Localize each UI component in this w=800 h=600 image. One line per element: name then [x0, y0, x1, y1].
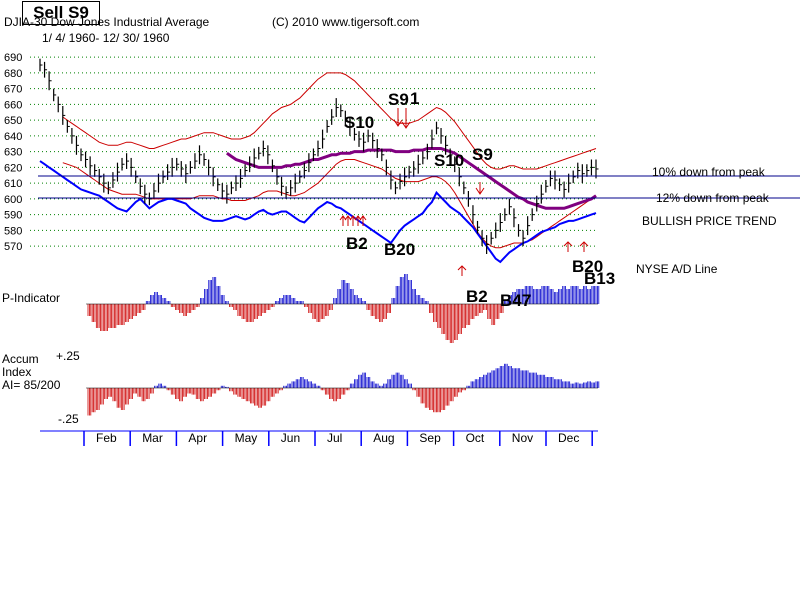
y-tick-label: 650	[4, 115, 22, 127]
y-tick-label: 580	[4, 225, 22, 237]
nyse-a-d-line-line	[39, 160, 597, 264]
y-tick-label: 600	[4, 194, 22, 206]
accum-title-line2: Index	[2, 365, 31, 379]
buy-arrow-sep	[457, 265, 467, 276]
buy-arrows-jul	[339, 215, 367, 226]
month-label: May	[235, 431, 258, 445]
month-label: Apr	[188, 431, 207, 445]
y-tick-label: 670	[4, 84, 22, 96]
signal-s10-sep: S10	[434, 151, 464, 170]
signal-s9-aug: S9	[388, 90, 409, 109]
upper-band-line	[62, 72, 597, 170]
signal-s9-sep: S9	[472, 145, 493, 164]
y-tick-label: 610	[4, 178, 22, 190]
copyright: (C) 2010 www.tigersoft.com	[272, 15, 420, 29]
signal-s1-aug: 1	[410, 89, 419, 108]
y-tick-label: 620	[4, 162, 22, 174]
accum-ai-value: AI= 85/200	[2, 378, 61, 392]
moving-average-line	[226, 147, 597, 210]
twelve-pct-label: 12% down from peak	[656, 191, 770, 205]
sell-arrow-aug-2	[401, 108, 411, 129]
buy-arrows-dec	[563, 241, 589, 252]
signal-arrows	[339, 108, 589, 276]
month-axis: Feb Mar Apr May Jun Jul Aug Sep Oct Nov Dec	[40, 430, 598, 446]
y-tick-label: 570	[4, 241, 22, 253]
nyse-ad-label: NYSE A/D Line	[636, 262, 718, 276]
month-label: Jun	[281, 431, 300, 445]
sell-arrow-aug-1	[393, 108, 403, 127]
signal-b47-oct: B47	[500, 291, 531, 310]
sell-arrow-sep	[475, 182, 485, 195]
month-label: Aug	[373, 431, 394, 445]
y-tick-label: 680	[4, 68, 22, 80]
trend-label: BULLISH PRICE TREND	[642, 214, 777, 228]
reference-lines	[38, 175, 800, 199]
signal-badge: Sell S9	[22, 1, 100, 25]
month-label: Jul	[327, 431, 342, 445]
accum-ytick-plus: +.25	[56, 349, 80, 363]
month-label: Nov	[512, 431, 533, 445]
month-label: Feb	[96, 431, 117, 445]
p-indicator-title: P-Indicator	[2, 291, 60, 305]
month-label: Dec	[558, 431, 579, 445]
signal-b20-aug: B20	[384, 240, 415, 259]
y-tick-label: 660	[4, 99, 22, 111]
signal-s10-jul: S10	[344, 113, 374, 132]
ten-pct-label: 10% down from peak	[652, 165, 766, 179]
y-tick-label: 590	[4, 210, 22, 222]
price-y-axis: 690 680 670 660 650 640 630 620 610 600 590 580 570	[4, 52, 22, 253]
indicator-histograms	[86, 274, 600, 416]
y-tick-label: 690	[4, 52, 22, 64]
month-label: Mar	[142, 431, 163, 445]
signal-b2-jul: B2	[346, 234, 368, 253]
accum-title-line1: Accum	[2, 352, 39, 366]
signal-b2-oct: B2	[466, 287, 488, 306]
month-label: Oct	[466, 431, 485, 445]
chart-title: DJIA-30 Dow Jones Industrial Average	[4, 15, 210, 29]
date-range: 1/ 4/ 1960- 12/ 30/ 1960	[42, 31, 170, 45]
y-tick-label: 640	[4, 131, 22, 143]
price-bars	[39, 58, 599, 254]
signal-b20-dec: B20	[572, 257, 603, 276]
month-label: Sep	[419, 431, 441, 445]
signal-b13-dec: B13	[584, 269, 615, 288]
accum-ytick-minus: -.25	[58, 412, 79, 426]
y-tick-label: 630	[4, 147, 22, 159]
